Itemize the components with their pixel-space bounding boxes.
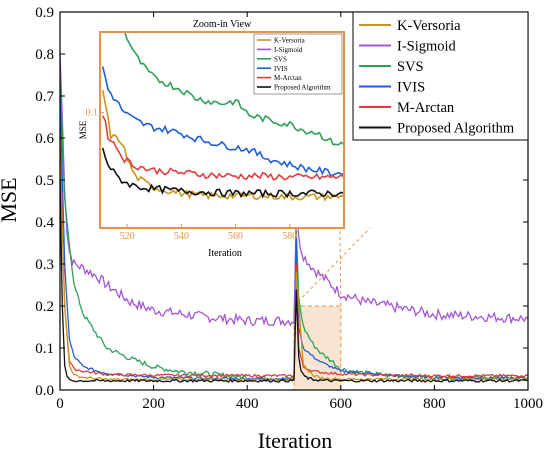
series-line-svs [59,73,529,382]
x-axis-label: Iteration [258,428,333,453]
y-tick-label: 0.3 [35,257,54,273]
y-tick-label: 0.1 [35,341,54,357]
legend-label-ivis: IVIS [397,80,425,96]
y-axis-label: MSE [0,177,21,222]
inset-legend-label-m-arctan: M-Arctan [274,74,302,82]
legend-label-proposed-algorithm: Proposed Algorithm [397,121,515,137]
inset-legend-label-i-sigmoid: I-Sigmoid [274,46,303,54]
y-tick-label: 0.0 [35,383,54,399]
main-axes: 0 200 400 600 800 1000 0.0 0.1 0.2 0.3 0.4 0.5 0.6 0.… [35,5,543,412]
y-tick-label: 0.4 [35,215,54,231]
inset-line-ivis [101,66,344,177]
inset-x-tick-label: 580 [282,231,297,242]
y-tick-label: 0.8 [35,47,54,63]
legend-label-m-arctan: M-Arctan [397,100,455,116]
legend-box [352,11,529,141]
y-tick-label: 0.5 [35,173,54,189]
inset-y-label: MSE [78,120,88,139]
series-line-m-arctan [59,138,529,378]
inset-legend-label-ivis: IVIS [274,65,288,73]
series-line-i-sigmoid [59,54,529,327]
inset-legend-box [253,33,343,95]
y-tick-label: 0.7 [35,89,54,105]
zoom-inset: 520 540 560 580 0.1 Zoom-in View Iteration MSE K… [78,19,345,259]
inset-line-k-versoria [101,89,344,202]
y-tick-label: 0.2 [35,299,54,315]
zoom-region-box [293,305,342,391]
inset-legend-label-k-versoria: K-Versoria [274,37,306,45]
legend-label-k-versoria: K-Versoria [397,18,461,34]
x-tick-label: 200 [142,396,165,412]
x-tick-label: 0 [56,396,64,412]
x-tick-label: 400 [236,396,259,412]
x-tick-label: 800 [423,396,446,412]
main-series-lines [59,54,529,383]
zoom-connector-line [339,227,342,307]
y-tick-label: 0.9 [35,5,54,21]
series-line-proposed-algorithm [59,179,529,383]
inset-line-proposed-algorithm [101,147,344,199]
legend-label-svs: SVS [397,59,424,75]
inset-line-svs [123,32,344,146]
main-legend: K-Versoria I-Sigmoid SVS IVIS M-Arctan Propos… [352,11,529,141]
x-tick-label: 600 [330,396,353,412]
plot-frame [59,11,529,391]
x-tick-label: 1000 [513,396,543,412]
series-line-k-versoria [59,159,529,382]
inset-y-tick-label: 0.1 [86,108,99,119]
legend-label-i-sigmoid: I-Sigmoid [397,39,457,55]
zoom-connector-line [293,227,371,307]
inset-title: Zoom-in View [193,19,252,30]
inset-frame [99,31,345,229]
inset-x-label: Iteration [208,248,242,259]
inset-line-m-arctan [101,115,344,181]
inset-series-lines [101,32,344,202]
y-tick-label: 0.6 [35,131,54,147]
inset-legend-label-svs: SVS [274,55,287,63]
inset-x-tick-label: 560 [228,231,243,242]
inset-legend-label-proposed-algorithm: Proposed Algorithm [274,84,331,92]
inset-x-tick-label: 520 [120,231,135,242]
inset-x-tick-label: 540 [174,231,189,242]
